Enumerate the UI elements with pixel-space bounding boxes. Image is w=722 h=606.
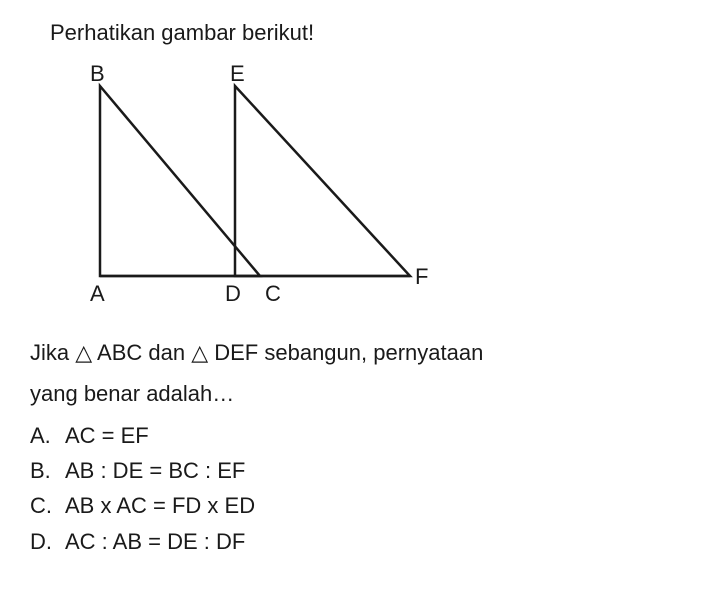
option-text-d: AC : AB = DE : DF	[65, 524, 245, 559]
option-letter-b: B.	[30, 453, 65, 488]
option-letter-c: C.	[30, 488, 65, 523]
triangle-def	[235, 86, 410, 276]
option-a: A. AC = EF	[30, 418, 692, 453]
option-c: C. AB x AC = FD x ED	[30, 488, 692, 523]
label-f: F	[415, 264, 428, 289]
question-line2: yang benar adalah…	[30, 377, 692, 410]
label-d: D	[225, 281, 241, 306]
option-text-b: AB : DE = BC : EF	[65, 453, 245, 488]
option-d: D. AC : AB = DE : DF	[30, 524, 692, 559]
label-a: A	[90, 281, 105, 306]
label-e: E	[230, 61, 245, 86]
label-b: B	[90, 61, 105, 86]
option-letter-a: A.	[30, 418, 65, 453]
option-b: B. AB : DE = BC : EF	[30, 453, 692, 488]
option-letter-d: D.	[30, 524, 65, 559]
instruction-text: Perhatikan gambar berikut!	[50, 20, 692, 46]
geometry-diagram: A B C D E F	[60, 56, 692, 321]
option-text-c: AB x AC = FD x ED	[65, 488, 255, 523]
options-list: A. AC = EF B. AB : DE = BC : EF C. AB x …	[30, 418, 692, 559]
option-text-a: AC = EF	[65, 418, 149, 453]
triangles-svg: A B C D E F	[60, 56, 440, 316]
question-line1: Jika △ ABC dan △ DEF sebangun, pernyataa…	[30, 336, 692, 369]
label-c: C	[265, 281, 281, 306]
